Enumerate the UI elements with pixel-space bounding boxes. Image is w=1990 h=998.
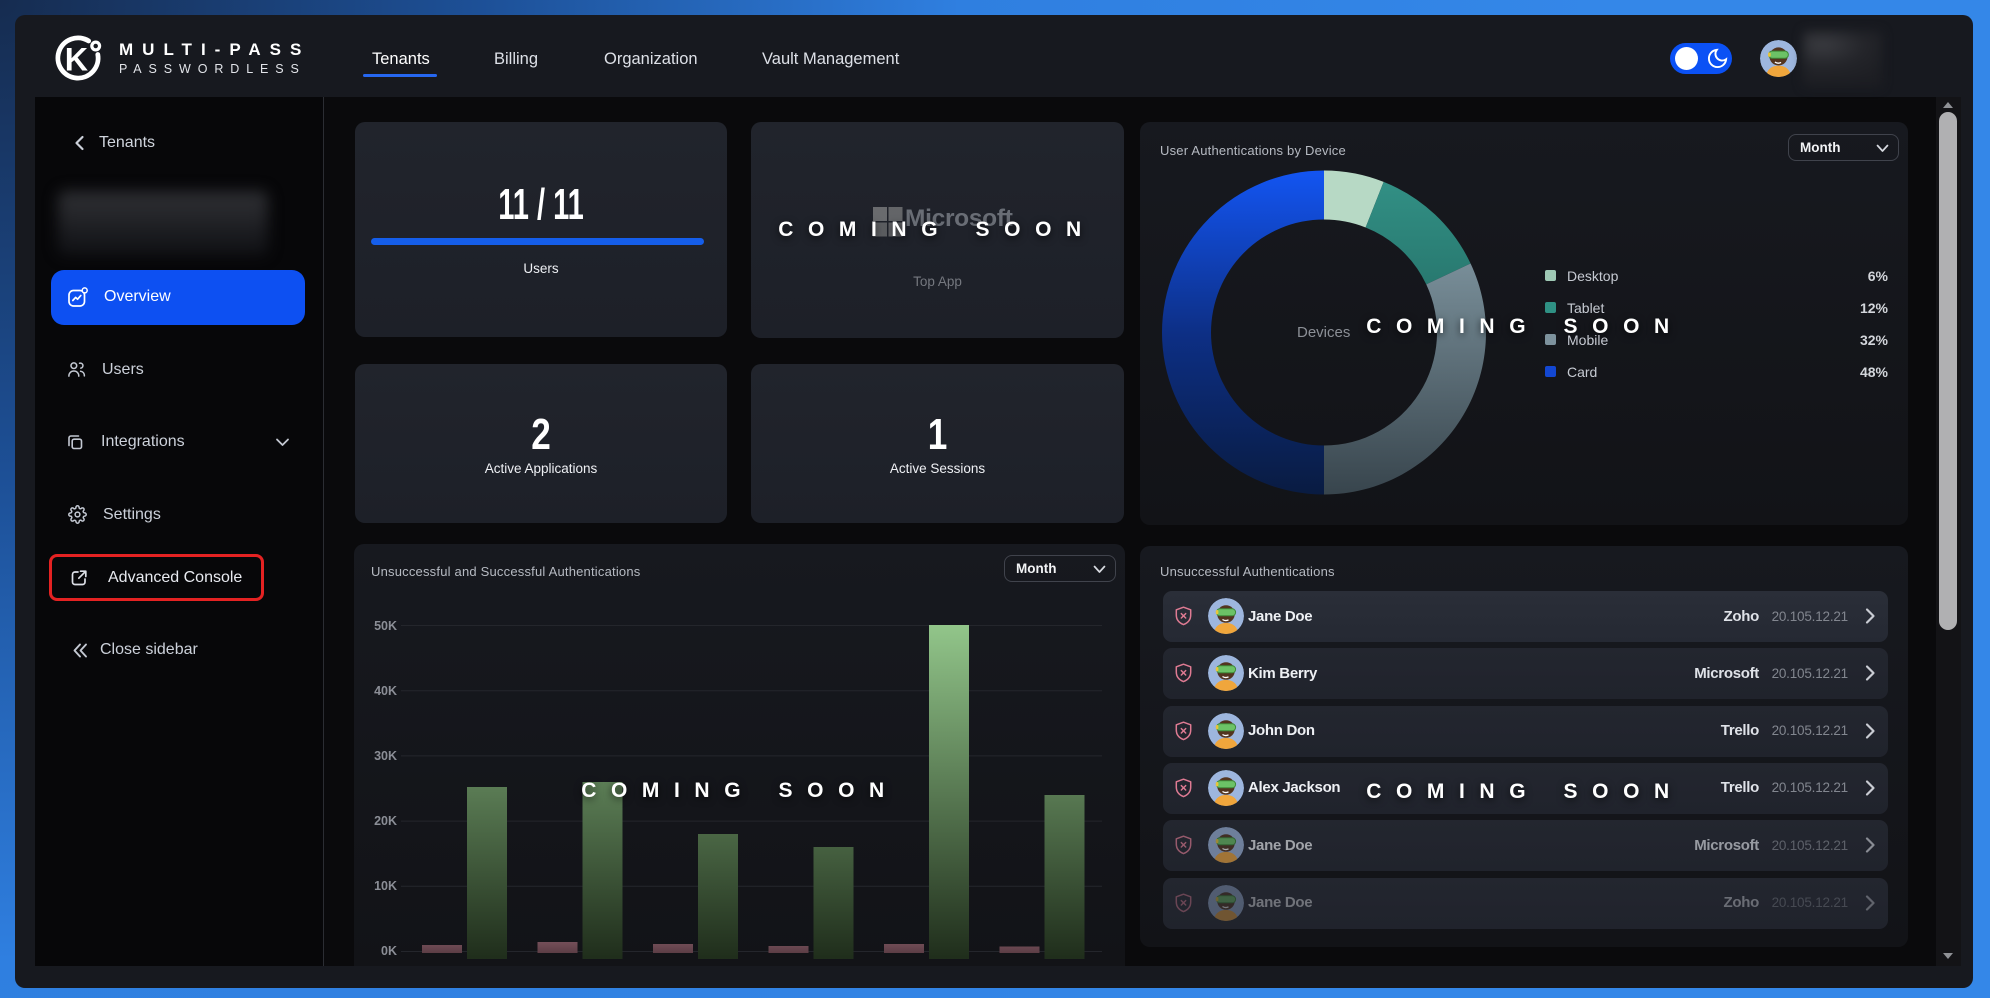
svg-text:30K: 30K — [374, 749, 397, 763]
svg-text:50K: 50K — [374, 619, 397, 633]
svg-text:0K: 0K — [381, 944, 397, 958]
svg-text:10K: 10K — [374, 879, 397, 893]
svg-text:40K: 40K — [374, 684, 397, 698]
svg-text:20K: 20K — [374, 814, 397, 828]
svg-text:K: K — [65, 42, 89, 78]
